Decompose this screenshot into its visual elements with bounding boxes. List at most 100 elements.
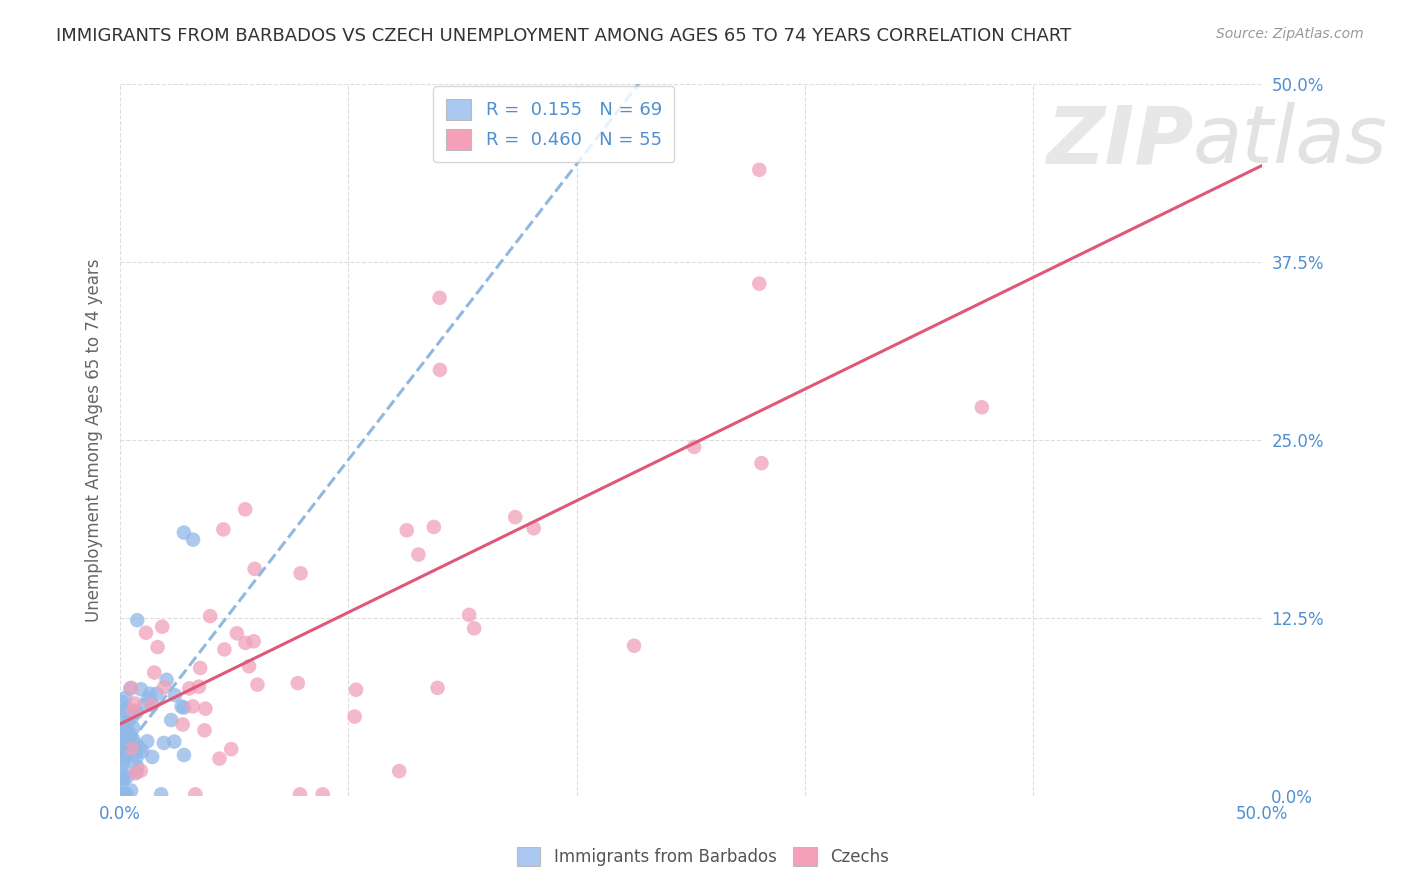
Point (145, 687, 167, 701)
Point (623, 639, 645, 653)
Point (172, 717, 194, 731)
Point (153, 681, 176, 695)
Point (124, 747, 146, 761)
Point (139, 687, 162, 701)
Point (117, 737, 139, 751)
Point (208, 751, 231, 765)
Point (114, 690, 136, 705)
Point (111, 747, 134, 762)
Point (112, 743, 135, 757)
Point (125, 759, 148, 773)
Point (127, 613, 149, 627)
Point (115, 718, 138, 732)
Point (120, 681, 142, 695)
Point (124, 697, 146, 711)
Text: ZIP: ZIP (1046, 103, 1194, 180)
Point (170, 699, 193, 714)
Point (214, 642, 236, 657)
Point (117, 714, 139, 728)
Point (112, 739, 135, 753)
Point (125, 764, 148, 779)
Point (112, 772, 135, 787)
Point (122, 732, 145, 747)
Point (748, 277, 770, 291)
Point (181, 699, 204, 714)
Text: IMMIGRANTS FROM BARBADOS VS CZECH UNEMPLOYMENT AMONG AGES 65 TO 74 YEARS CORRELA: IMMIGRANTS FROM BARBADOS VS CZECH UNEMPL… (56, 27, 1071, 45)
Point (408, 548, 430, 562)
Point (198, 609, 221, 624)
Point (388, 764, 411, 778)
Point (111, 744, 134, 758)
Point (748, 162, 770, 177)
Point (173, 700, 195, 714)
Point (429, 291, 451, 305)
Point (111, 746, 134, 760)
Point (150, 620, 173, 634)
Point (173, 525, 195, 540)
Point (114, 750, 136, 764)
Point (128, 741, 150, 756)
Point (181, 533, 204, 547)
Point (463, 621, 485, 635)
Point (142, 698, 165, 712)
Point (111, 788, 134, 802)
Point (246, 678, 269, 692)
Point (184, 788, 207, 802)
Point (136, 691, 159, 706)
Point (233, 502, 256, 516)
Point (120, 681, 142, 696)
Point (136, 734, 159, 748)
Point (120, 783, 142, 797)
Point (129, 682, 152, 697)
Point (212, 523, 235, 537)
Point (111, 756, 134, 771)
Point (121, 709, 143, 723)
Point (288, 788, 311, 802)
Y-axis label: Unemployment Among Ages 65 to 74 years: Unemployment Among Ages 65 to 74 years (86, 259, 103, 622)
Point (125, 750, 148, 764)
Point (153, 736, 176, 750)
Text: atlas: atlas (1194, 103, 1388, 180)
Point (121, 741, 143, 756)
Point (131, 744, 153, 758)
Point (115, 788, 138, 802)
Point (111, 769, 134, 783)
Point (155, 673, 177, 687)
Point (143, 665, 166, 680)
Point (112, 704, 135, 718)
Point (129, 764, 152, 778)
Point (238, 659, 260, 673)
Point (163, 734, 186, 748)
Point (751, 456, 773, 470)
Point (194, 701, 217, 715)
Point (503, 510, 526, 524)
Point (117, 734, 139, 748)
Point (312, 788, 335, 802)
Point (343, 709, 366, 723)
Point (179, 681, 201, 696)
Point (132, 698, 155, 712)
Point (225, 626, 247, 640)
Point (243, 562, 266, 576)
Point (112, 746, 135, 760)
Point (395, 523, 418, 537)
Point (344, 682, 367, 697)
Text: Source: ZipAtlas.com: Source: ZipAtlas.com (1216, 27, 1364, 41)
Point (287, 676, 309, 690)
Point (242, 634, 264, 648)
Point (188, 680, 211, 694)
Point (429, 363, 451, 377)
Point (122, 705, 145, 719)
Point (122, 704, 145, 718)
Point (146, 640, 169, 654)
Point (193, 723, 215, 738)
Point (112, 725, 135, 739)
Point (122, 721, 145, 735)
Point (111, 695, 134, 709)
Point (970, 401, 993, 415)
Point (125, 706, 148, 720)
Point (235, 636, 257, 650)
Point (111, 737, 134, 751)
Point (423, 520, 446, 534)
Point (111, 788, 134, 802)
